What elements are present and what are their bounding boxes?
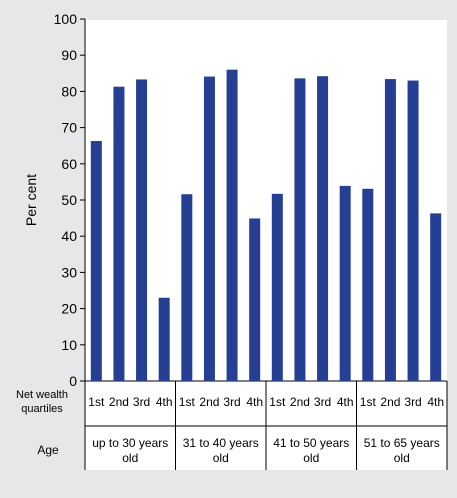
bar bbox=[249, 218, 261, 381]
bar bbox=[226, 69, 238, 382]
age-group-label-line2: old bbox=[394, 451, 410, 465]
age-group-label-line2: old bbox=[303, 451, 319, 465]
bar bbox=[362, 188, 374, 381]
y-tick-label: 10 bbox=[61, 337, 77, 353]
quartile-label: 2nd bbox=[199, 395, 219, 409]
quartile-label: 4th bbox=[337, 395, 354, 409]
quartile-label: 2nd bbox=[380, 395, 400, 409]
age-group-label-line1: 51 to 65 years bbox=[364, 436, 440, 450]
y-tick-label: 20 bbox=[61, 301, 77, 317]
bars bbox=[90, 69, 442, 382]
age-group-label-line2: old bbox=[213, 451, 229, 465]
quartile-label: 2nd bbox=[109, 395, 129, 409]
row-label-age: Age bbox=[37, 443, 59, 457]
quartile-label: 3rd bbox=[314, 395, 331, 409]
quartile-label: 3rd bbox=[223, 395, 240, 409]
age-group-label-line1: 31 to 40 years bbox=[183, 436, 259, 450]
quartile-label: 4th bbox=[156, 395, 173, 409]
bar bbox=[203, 76, 215, 382]
bar bbox=[339, 185, 351, 381]
bar bbox=[271, 193, 283, 381]
quartile-label: 1st bbox=[88, 395, 105, 409]
row-label-quartiles-line1: Net wealth bbox=[16, 389, 68, 401]
bar bbox=[181, 194, 193, 381]
bar bbox=[294, 78, 306, 382]
y-tick-label: 50 bbox=[61, 192, 77, 208]
quartile-label: 4th bbox=[246, 395, 263, 409]
y-tick-label: 70 bbox=[61, 120, 77, 136]
y-tick-label: 80 bbox=[61, 83, 77, 99]
bar bbox=[407, 80, 419, 381]
quartile-label: 3rd bbox=[133, 395, 150, 409]
bar bbox=[158, 297, 170, 381]
age-group-label-line1: up to 30 years bbox=[92, 436, 168, 450]
quartile-label: 4th bbox=[427, 395, 444, 409]
quartile-label: 3rd bbox=[404, 395, 421, 409]
bar bbox=[90, 140, 102, 381]
y-tick-label: 40 bbox=[61, 228, 77, 244]
y-axis-label: Per cent bbox=[23, 174, 39, 226]
quartile-label: 1st bbox=[269, 395, 286, 409]
quartile-label: 2nd bbox=[290, 395, 310, 409]
y-tick-label: 0 bbox=[69, 373, 77, 389]
quartile-label: 1st bbox=[360, 395, 377, 409]
y-tick-label: 30 bbox=[61, 264, 77, 280]
axes: 0 10 20 30 40 50 60 70 80 90 100 bbox=[54, 11, 448, 470]
bar bbox=[113, 86, 125, 381]
y-tick-label: 60 bbox=[61, 156, 77, 172]
row-label-quartiles-line2: quartiles bbox=[21, 403, 63, 415]
bar bbox=[430, 213, 442, 381]
y-tick-label: 100 bbox=[54, 11, 78, 27]
bar bbox=[317, 76, 329, 382]
quartile-label: 1st bbox=[179, 395, 196, 409]
y-tick-label: 90 bbox=[61, 47, 77, 63]
age-group-label-line1: 41 to 50 years bbox=[273, 436, 349, 450]
bar bbox=[384, 79, 396, 381]
bar bbox=[136, 79, 148, 381]
age-group-label-line2: old bbox=[122, 451, 138, 465]
